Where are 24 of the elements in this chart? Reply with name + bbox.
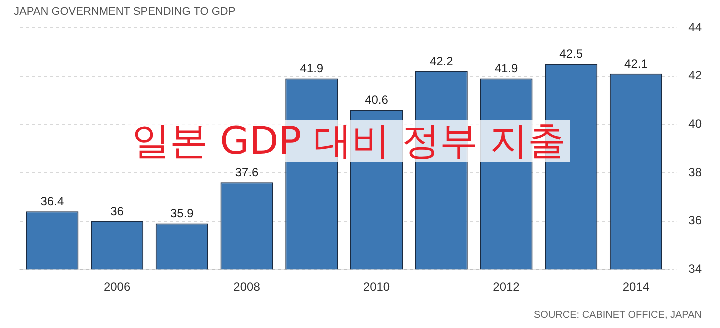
y-tick-label: 40 — [688, 116, 702, 131]
data-label: 40.6 — [365, 93, 389, 108]
data-label: 41.9 — [494, 62, 518, 76]
chart-title: JAPAN GOVERNMENT SPENDING TO GDP — [14, 6, 236, 18]
data-label: 41.9 — [300, 62, 324, 76]
data-label: 42.2 — [430, 54, 454, 68]
x-tick-label: 2014 — [622, 280, 650, 294]
y-tick-label: 44 — [688, 20, 702, 34]
x-tick-label: 2006 — [104, 280, 131, 294]
data-label: 42.1 — [624, 56, 648, 71]
source-note: SOURCE: CABINET OFFICE, JAPAN — [534, 310, 702, 321]
x-tick-label: 2010 — [363, 280, 390, 294]
y-tick-label: 42 — [688, 68, 702, 83]
y-tick-label: 38 — [688, 165, 702, 180]
x-tick-label: 2008 — [234, 280, 261, 294]
data-label: 35.9 — [170, 206, 194, 221]
x-tick-label: 2012 — [493, 280, 520, 294]
y-tick-label: 34 — [688, 262, 702, 276]
data-label: 36 — [110, 204, 124, 218]
annotation: 일본 GDP 대비 정부 지출 — [128, 119, 570, 163]
data-label: 42.5 — [560, 47, 584, 62]
data-label: 36.4 — [40, 194, 64, 209]
y-tick-label: 36 — [688, 214, 702, 228]
data-label: 37.6 — [235, 166, 260, 180]
